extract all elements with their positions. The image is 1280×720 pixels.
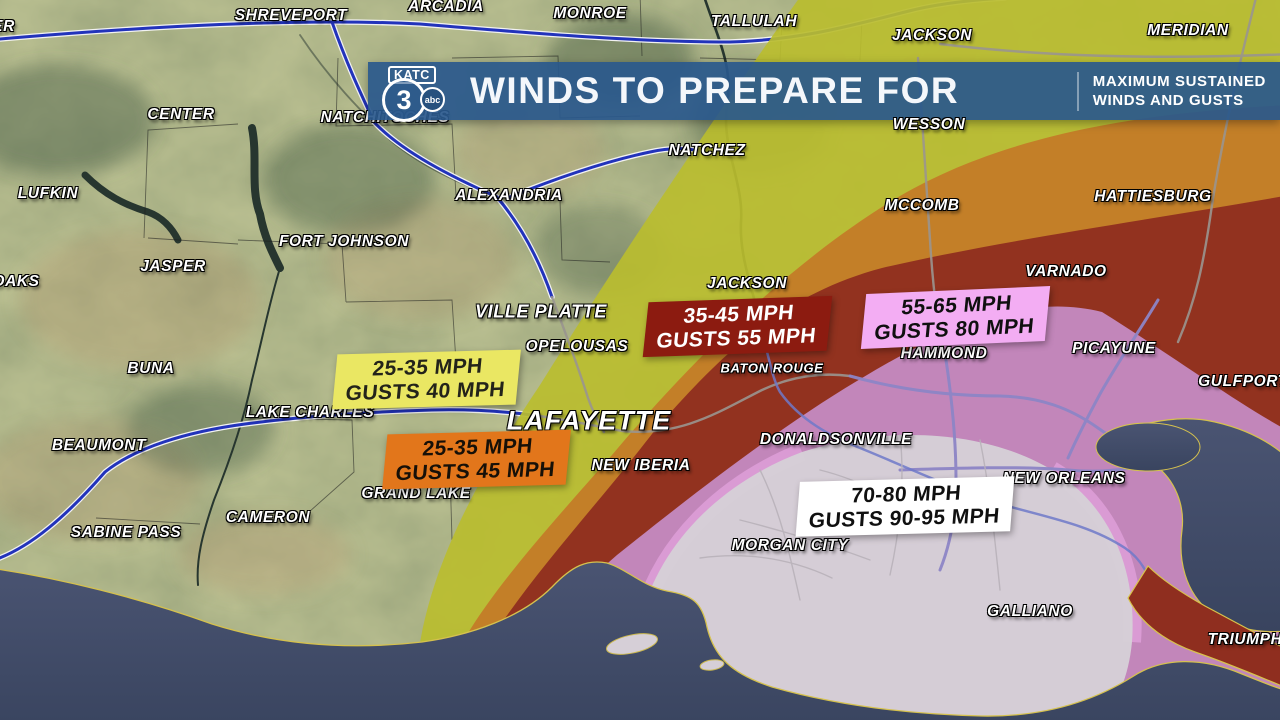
katc3-logo: KATC 3 abc	[374, 63, 460, 122]
banner-subtitle-line1: MAXIMUM SUSTAINED	[1092, 72, 1266, 90]
delta-red-finger	[1127, 565, 1280, 686]
banner-subtitle-line2: WINDS AND GUSTS	[1092, 92, 1244, 109]
barrier-islands	[605, 633, 725, 671]
banner-title: WINDS TO PREPARE FOR	[470, 70, 960, 111]
banner-subtitle: MAXIMUM SUSTAINED WINDS AND GUSTS	[1076, 71, 1266, 111]
abc-network-badge: abc	[420, 87, 445, 112]
lake-pontchartrain	[1095, 422, 1201, 472]
header-banner: KATC 3 abc WINDS TO PREPARE FOR MAXIMUM …	[368, 62, 1280, 122]
